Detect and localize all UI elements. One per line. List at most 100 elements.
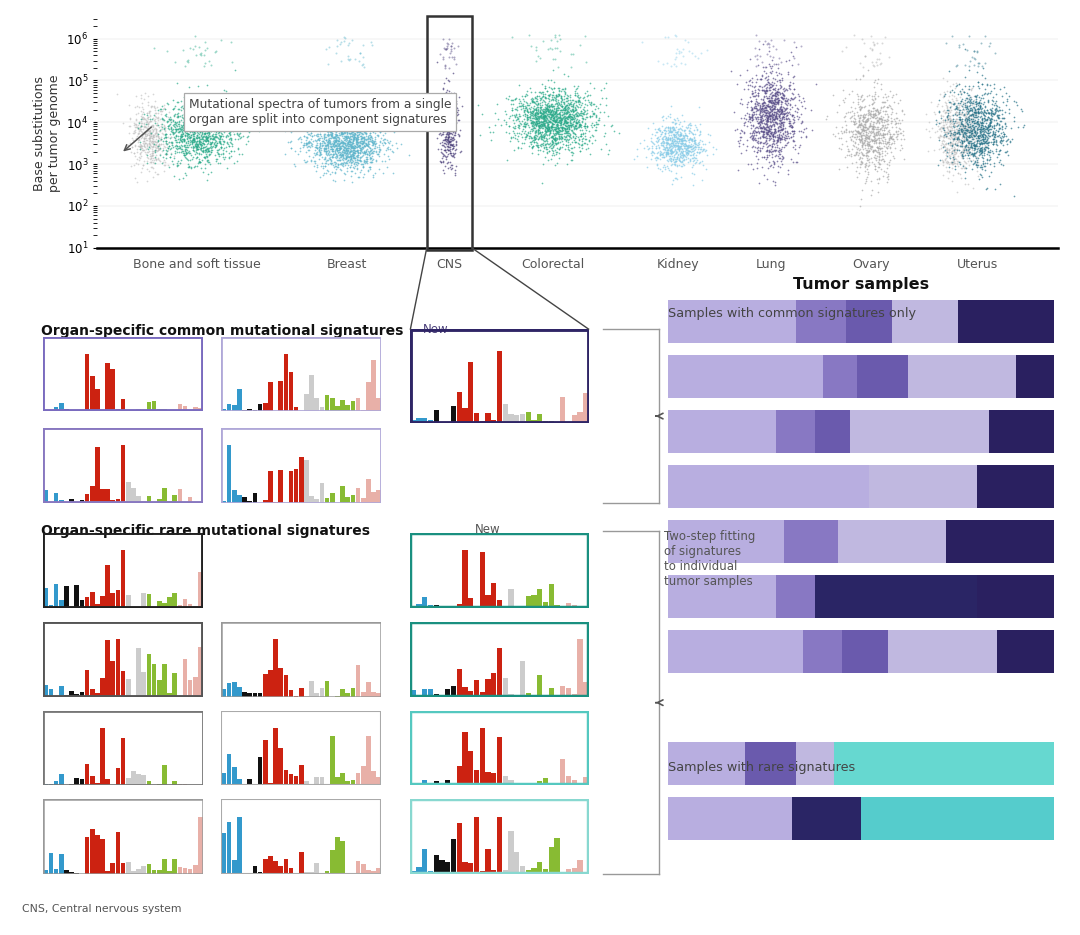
Point <box>864 143 881 158</box>
Point <box>879 135 896 150</box>
Point <box>768 115 785 130</box>
Point <box>973 136 990 151</box>
Point <box>767 105 784 120</box>
Point <box>157 139 174 154</box>
Point <box>190 130 207 145</box>
Point <box>680 143 698 158</box>
Point <box>435 123 453 138</box>
Point <box>190 131 207 146</box>
Bar <box>183 868 187 874</box>
Point <box>136 136 153 151</box>
Point <box>921 129 939 144</box>
Point <box>443 85 460 100</box>
Point <box>334 137 351 152</box>
Point <box>579 98 596 113</box>
Point <box>754 126 771 141</box>
Point <box>758 103 775 118</box>
Point <box>555 121 572 136</box>
Point <box>158 126 175 141</box>
Point <box>758 114 775 129</box>
Point <box>974 106 991 121</box>
Point <box>206 97 224 112</box>
Point <box>756 103 773 118</box>
Point <box>542 33 559 48</box>
Point <box>865 107 882 122</box>
Point <box>337 138 354 153</box>
Point <box>555 102 572 117</box>
Point <box>768 110 785 125</box>
Point <box>341 138 359 153</box>
Point <box>752 123 769 138</box>
Point <box>962 120 980 135</box>
Point <box>754 123 771 138</box>
Point <box>957 140 974 155</box>
Bar <box>537 675 542 697</box>
Point <box>762 127 780 142</box>
Point <box>870 110 888 125</box>
Point <box>154 112 172 127</box>
Point <box>768 132 785 147</box>
Point <box>983 128 1000 143</box>
Point <box>210 124 227 139</box>
Bar <box>497 737 502 785</box>
Point <box>660 131 677 146</box>
Point <box>535 84 552 99</box>
Point <box>542 80 559 95</box>
Point <box>958 124 975 139</box>
Point <box>762 103 780 118</box>
Bar <box>253 693 257 697</box>
Point <box>352 136 369 151</box>
Bar <box>346 693 350 697</box>
Point <box>328 120 346 135</box>
Point <box>588 98 605 113</box>
Point <box>352 157 369 172</box>
Point <box>315 151 333 166</box>
Point <box>172 140 189 155</box>
Point <box>753 71 770 86</box>
Point <box>860 166 877 181</box>
Point <box>539 101 556 116</box>
Point <box>530 115 548 130</box>
Point <box>948 137 966 152</box>
Point <box>576 86 593 101</box>
Point <box>139 138 157 153</box>
Point <box>221 101 239 116</box>
Point <box>760 98 778 113</box>
Point <box>849 108 866 123</box>
Point <box>536 108 553 123</box>
Point <box>647 150 664 165</box>
Point <box>685 152 702 167</box>
Point <box>147 122 164 137</box>
Point <box>311 113 328 128</box>
Point <box>440 134 457 149</box>
Point <box>180 137 198 152</box>
Point <box>758 83 775 98</box>
Point <box>673 145 690 160</box>
Point <box>854 92 872 107</box>
Point <box>943 136 960 151</box>
Point <box>542 114 559 129</box>
Point <box>973 162 990 177</box>
Point <box>181 103 199 118</box>
Point <box>180 117 198 132</box>
Point <box>771 151 788 165</box>
Point <box>688 137 705 152</box>
Bar <box>284 353 288 411</box>
Point <box>310 139 327 154</box>
Point <box>212 128 229 143</box>
Point <box>536 139 553 154</box>
Point <box>206 148 224 163</box>
Point <box>343 33 361 48</box>
Point <box>943 154 960 169</box>
Point <box>302 122 320 137</box>
Point <box>973 128 990 143</box>
Point <box>315 142 333 157</box>
Point <box>373 130 390 145</box>
Point <box>197 105 214 120</box>
Bar <box>669 575 777 618</box>
Point <box>762 158 780 173</box>
Point <box>939 103 956 118</box>
Point <box>220 138 238 153</box>
Point <box>865 122 882 137</box>
Point <box>213 106 230 121</box>
